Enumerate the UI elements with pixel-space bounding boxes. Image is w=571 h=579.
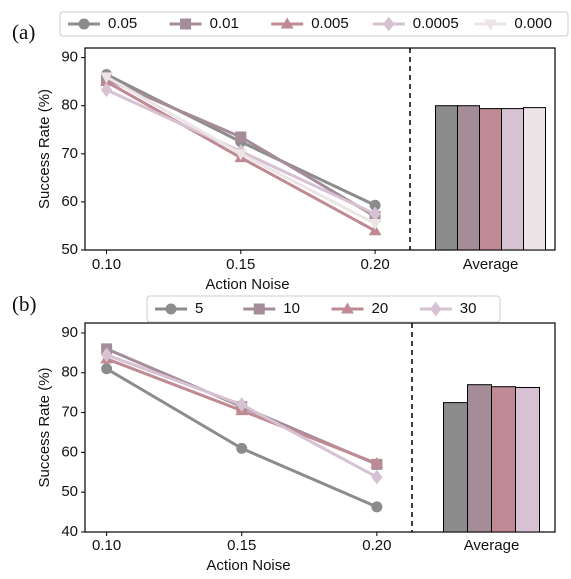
marker (234, 149, 248, 161)
legend-label: 20 (372, 300, 389, 317)
bar (435, 105, 458, 251)
marker (370, 457, 384, 469)
bar (479, 108, 502, 251)
legend-label: 5 (195, 300, 203, 317)
marker (371, 469, 383, 485)
marker (383, 16, 395, 32)
legend-label: 30 (460, 300, 477, 317)
legend-label: 0.000 (514, 15, 552, 32)
y-tick-label: 80 (61, 97, 78, 114)
marker (101, 363, 113, 375)
bar (501, 108, 524, 251)
x-tick-label: 0.15 (226, 256, 255, 273)
axes-frame (84, 47, 556, 251)
marker (484, 19, 497, 31)
marker (341, 302, 354, 314)
marker (78, 18, 90, 30)
legend-box (146, 295, 501, 323)
marker (430, 301, 442, 317)
bar-category-label: Average (464, 537, 520, 554)
marker (368, 219, 382, 231)
legend-label: 10 (283, 300, 300, 317)
y-tick-label: 40 (61, 523, 78, 540)
axes-frame (84, 322, 556, 533)
legend-box (59, 11, 569, 37)
y-tick-label: 90 (61, 49, 78, 66)
y-tick-label: 90 (61, 324, 78, 341)
bar (467, 384, 492, 533)
x-tick-label: 0.10 (92, 537, 121, 554)
x-tick-label: 0.15 (227, 537, 256, 554)
legend-label: 0.05 (108, 15, 137, 32)
bar (491, 386, 516, 533)
panel-label: (b) (12, 292, 37, 316)
marker (100, 82, 113, 98)
marker (253, 303, 265, 315)
x-tick-label: 0.20 (360, 256, 389, 273)
bar (523, 107, 546, 251)
marker (165, 303, 177, 315)
y-tick-label: 60 (61, 443, 78, 460)
marker (236, 442, 248, 454)
marker (280, 17, 294, 29)
marker (180, 18, 192, 30)
x-tick-label: 0.10 (92, 256, 121, 273)
marker (100, 347, 113, 363)
y-tick-label: 70 (61, 145, 78, 162)
bar-category-label: Average (463, 256, 519, 273)
x-axis-label: Action Noise (205, 276, 289, 293)
bar (443, 402, 468, 533)
y-axis-label: Success Rate (%) (36, 367, 53, 487)
y-tick-label: 50 (61, 483, 78, 500)
marker (236, 397, 248, 412)
panel-label: (a) (12, 20, 35, 44)
y-axis-label: Success Rate (%) (36, 89, 53, 209)
series-line (105, 367, 378, 509)
bar (457, 105, 480, 251)
bar (515, 386, 540, 533)
x-axis-label: Action Noise (206, 557, 290, 574)
y-tick-label: 50 (61, 241, 78, 258)
y-tick-label: 70 (61, 404, 78, 421)
legend-label: 0.01 (210, 15, 239, 32)
marker (235, 131, 247, 143)
y-tick-label: 80 (61, 364, 78, 381)
marker (371, 501, 383, 513)
legend-label: 0.0005 (413, 15, 459, 32)
x-tick-label: 0.20 (362, 537, 391, 554)
y-tick-label: 60 (61, 193, 78, 210)
legend-label: 0.005 (311, 15, 349, 32)
marker (100, 72, 113, 84)
